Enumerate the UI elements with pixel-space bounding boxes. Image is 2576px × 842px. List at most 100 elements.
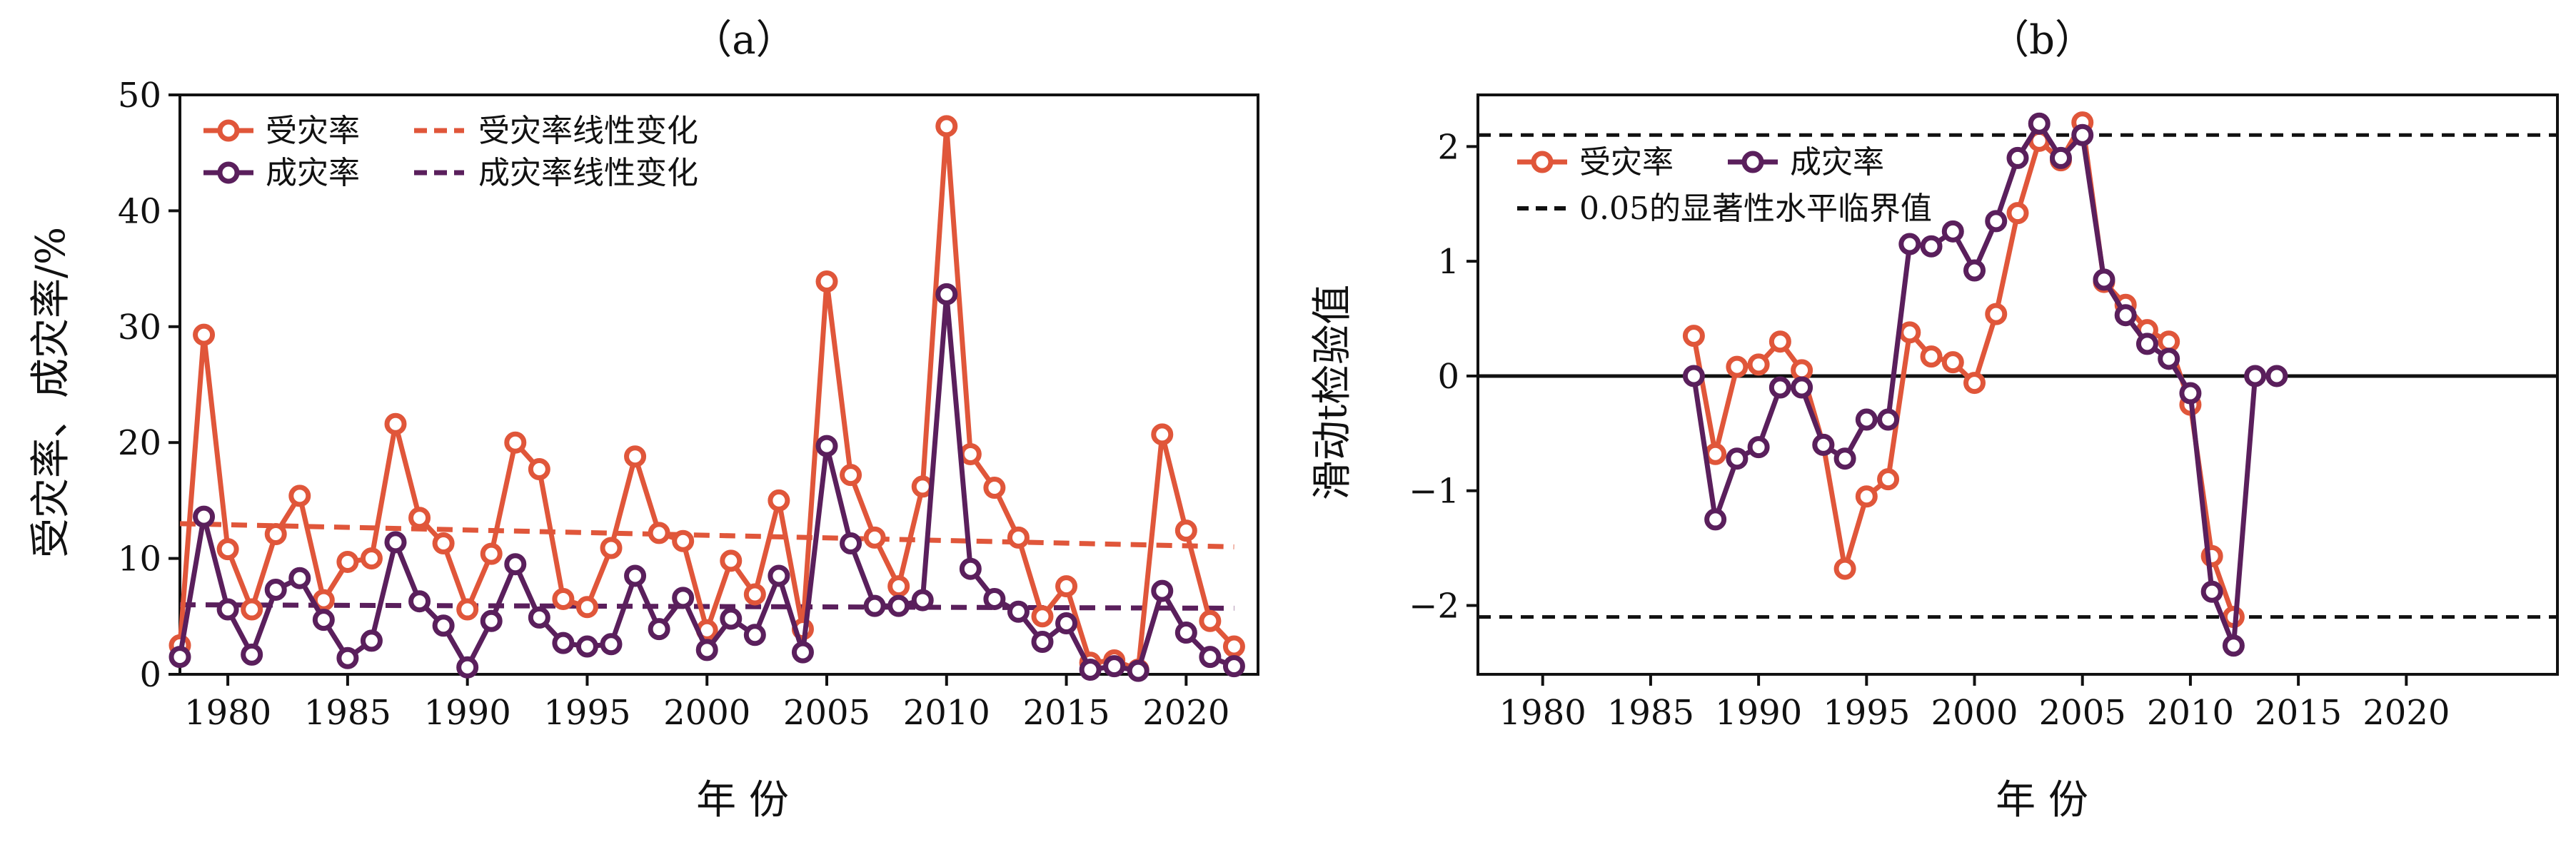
panel-a-series-0-point xyxy=(672,529,695,552)
panel-a-x-tick-label: 2000 xyxy=(663,693,750,733)
panel-b-x-axis-label: 年 份 xyxy=(1996,777,2088,823)
panel-a-series-0-point xyxy=(528,458,550,481)
panel-a-series-1-point xyxy=(791,641,814,664)
panel-a-series-0-point xyxy=(193,323,216,346)
panel-a-series-1-point xyxy=(887,594,910,617)
panel-b-series-0-point xyxy=(1920,345,1943,368)
panel-a-series-1-point xyxy=(648,618,670,641)
panel-b-series-1-point xyxy=(1704,508,1727,531)
panel-a-series-1-point xyxy=(1174,622,1197,644)
legend-swatch-成灾率 xyxy=(203,161,253,184)
panel-b-x-tick-label: 2000 xyxy=(1931,693,2018,733)
panel-a-x-tick-label: 1985 xyxy=(304,693,391,733)
panel-a-series-0-point xyxy=(1151,423,1174,446)
legend-label-受灾率线性变化: 受灾率线性变化 xyxy=(478,113,698,149)
panel-a-series-0-point xyxy=(1174,519,1197,542)
panel-b-series-1-point xyxy=(1877,408,1900,431)
panel-b-series-1-point xyxy=(2071,123,2094,146)
panel-a-y-tick-label: 50 xyxy=(118,76,161,116)
panel-b-series-0-point xyxy=(1726,355,1749,378)
panel-a-series-0-point xyxy=(1031,605,1054,628)
panel-b-series-0-point xyxy=(2006,202,2029,225)
panel-a-series-1-point xyxy=(720,607,743,630)
panel-a-series-0-point xyxy=(983,477,1006,499)
panel-a-series-0-point xyxy=(480,542,503,565)
panel-a-series-1-point xyxy=(384,531,407,554)
panel-b-series-1-point xyxy=(2200,580,2223,603)
panel-a-series-0-point xyxy=(648,522,670,544)
panel-a-axes-frame xyxy=(178,93,1259,676)
panel-a-series-0-point xyxy=(1007,526,1030,549)
panel-a-series-1-point xyxy=(624,564,647,587)
panel-b-y-tick-label: 1 xyxy=(1437,242,1459,282)
panel-a-series-0-point xyxy=(1055,575,1078,598)
panel-b-title: （b） xyxy=(1989,17,2095,64)
panel-b-x-tick-label: 1985 xyxy=(1607,693,1694,733)
panel-b-series-1-point xyxy=(2265,365,2288,387)
legend-label-b-受灾率: 受灾率 xyxy=(1579,144,1674,181)
panel-a-y-tick-label: 40 xyxy=(118,191,161,231)
panel-b-series-0-point xyxy=(1682,325,1705,348)
panel-b-series-1-point xyxy=(1682,365,1705,387)
panel-b-y-tick-label: −1 xyxy=(1409,472,1459,512)
panel-b-series-0-point xyxy=(1791,359,1813,382)
panel-a-series-1-point xyxy=(504,553,527,576)
panel-a-series-0-point xyxy=(408,507,431,529)
panel-a-series-1-point xyxy=(408,590,431,613)
legend-swatch-b-成灾率 xyxy=(1728,151,1778,173)
panel-a-series-1-point xyxy=(1103,655,1126,678)
panel-b-series-1-point xyxy=(1726,447,1749,470)
panel-b-series-0-point xyxy=(1898,321,1921,344)
panel-a-x-tick-label: 1995 xyxy=(543,693,630,733)
panel-a-series-0-point xyxy=(552,587,575,610)
panel-a-series-1-point xyxy=(959,557,982,580)
panel-a-x-tick-label: 1980 xyxy=(184,693,271,733)
panel-b-series-0-point xyxy=(1704,442,1727,465)
panel-b-series-1-point xyxy=(1920,235,1943,258)
panel-b-series-1-point xyxy=(1791,376,1813,399)
panel-a-series-1-point xyxy=(1127,659,1149,682)
panel-b-series-0-point xyxy=(1855,485,1878,508)
panel-b-series-0-point xyxy=(1769,330,1791,353)
panel-a-y-tick-label: 10 xyxy=(118,539,161,579)
panel-a-title: （a） xyxy=(692,17,795,64)
panel-a-series-1-point xyxy=(1007,600,1030,623)
panel-a-series-1-point xyxy=(552,632,575,654)
panel-a-series-0-point xyxy=(959,442,982,465)
panel-a-series-0-point xyxy=(840,464,862,487)
panel-a-series-0-point xyxy=(241,598,263,621)
panel-a-series-1-point xyxy=(168,646,191,669)
panel-a-series-1-point xyxy=(672,587,695,609)
legend-label-b-成灾率: 成灾率 xyxy=(1790,144,1884,181)
legend-swatch-受灾率 xyxy=(203,119,253,142)
panel-a-series-1-point xyxy=(575,635,598,658)
panel-a-y-tick-label: 0 xyxy=(139,655,161,695)
panel-b-series-1-point xyxy=(2114,304,2137,327)
panel-a-series-0-point xyxy=(863,526,886,549)
panel-a-series-1-point xyxy=(743,624,766,646)
legend-swatch-b-受灾率 xyxy=(1517,151,1567,173)
panel-a-series-1-point xyxy=(1199,646,1222,669)
panel-a-series-0-point xyxy=(743,583,766,606)
panel-a-series-0-point xyxy=(720,549,743,572)
panel-a-legend: 受灾率 成灾率 受灾率线性变化 成灾率线性变化 xyxy=(203,113,698,191)
panel-b-series-1-point xyxy=(2158,348,2180,370)
panel-a-series-1-point xyxy=(600,633,623,656)
panel-a-series-0-point xyxy=(432,532,455,554)
panel-a-series-1-point xyxy=(1031,631,1054,654)
panel-a-series-0-point xyxy=(360,547,383,570)
panel-b-series-0-point xyxy=(1877,468,1900,491)
panel-a-series-1-point xyxy=(528,606,550,629)
panel-b-series-0-point xyxy=(1963,372,1986,395)
panel-b-series-1-point xyxy=(2028,112,2051,135)
panel-b-series-0-point xyxy=(1985,303,2008,325)
panel-b-series-1-point xyxy=(2006,146,2029,169)
panel-a-x-axis-label: 年 份 xyxy=(696,777,789,823)
panel-b-x-tick-label: 2005 xyxy=(2039,693,2126,733)
panel-a-x-tick-label: 2010 xyxy=(903,693,990,733)
panel-b-series-1-point xyxy=(2244,365,2267,387)
panel-a-series-1-point xyxy=(241,643,263,666)
panel-a-trend-line-0 xyxy=(179,521,1234,549)
panel-a-series-1-point xyxy=(911,589,934,612)
